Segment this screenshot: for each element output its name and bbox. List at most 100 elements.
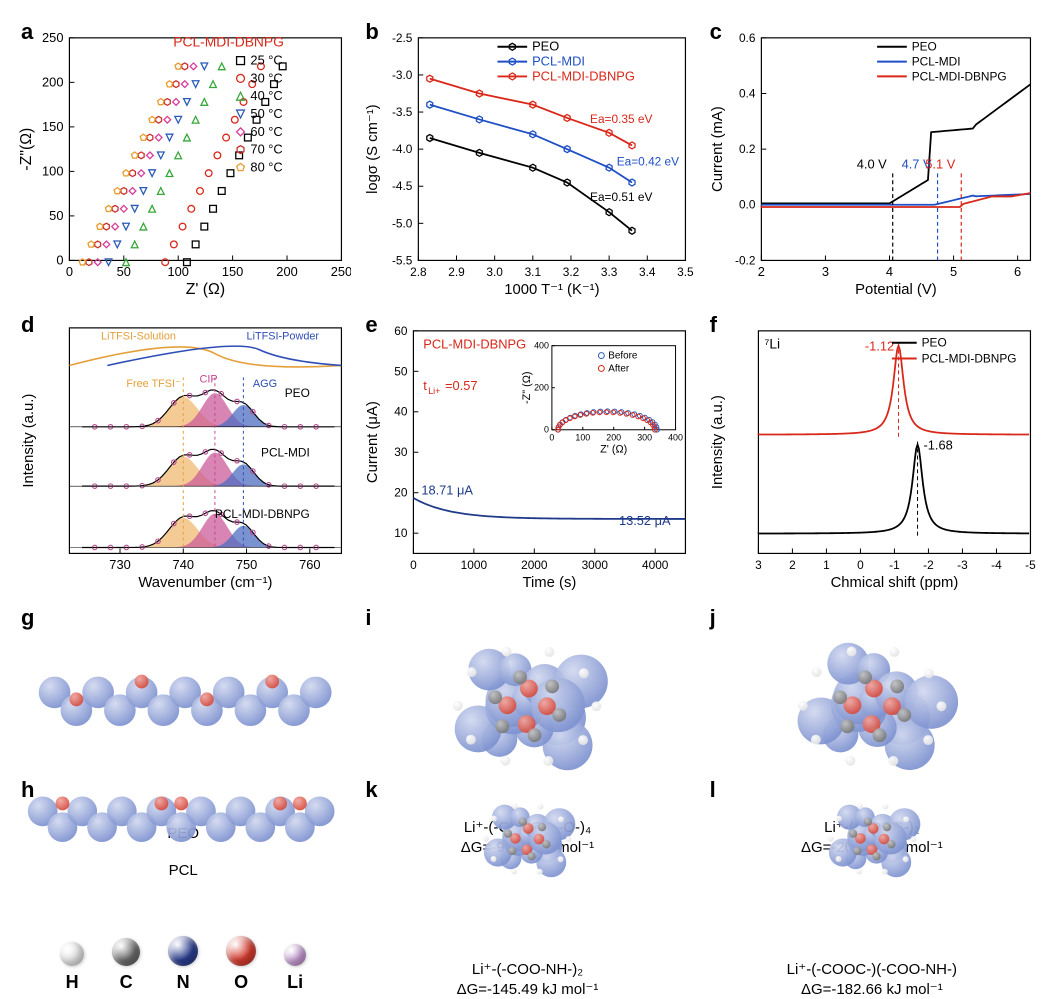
chart-f: 3210-1-2-3-4-5Chmical shift (ppm)Intensi…: [704, 308, 1040, 593]
chart-e: 01000200030004000102030405060Time (s)Cur…: [359, 308, 695, 593]
svg-text:PCL-MDI-DBNPG: PCL-MDI-DBNPG: [532, 68, 635, 83]
panel-e: e 01000200030004000102030405060Time (s)C…: [359, 308, 695, 593]
svg-text:2000: 2000: [521, 558, 548, 572]
svg-text:-0.2: -0.2: [735, 253, 755, 267]
svg-text:50: 50: [395, 364, 409, 378]
panel-label-k: k: [365, 777, 377, 803]
svg-text:3.1: 3.1: [525, 265, 542, 279]
svg-text:13.52 μA: 13.52 μA: [619, 513, 671, 528]
svg-text:6: 6: [1014, 264, 1021, 279]
svg-text:2.9: 2.9: [449, 265, 466, 279]
svg-text:0: 0: [544, 425, 549, 435]
svg-text:3.0: 3.0: [487, 265, 504, 279]
svg-text:-1: -1: [889, 558, 900, 572]
svg-text:t: t: [424, 378, 428, 393]
svg-text:Z' (Ω): Z' (Ω): [600, 444, 627, 456]
svg-text:50 °C: 50 °C: [250, 106, 282, 121]
svg-text:PCL-MDI-DBNPG: PCL-MDI-DBNPG: [911, 69, 1006, 83]
svg-text:Z' (Ω): Z' (Ω): [186, 281, 225, 298]
chart-a: 050100150200250050100150200250Z' (Ω)-Z"(…: [15, 15, 351, 300]
svg-text:-1.12: -1.12: [865, 339, 894, 354]
svg-text:PEO: PEO: [911, 40, 936, 54]
svg-text:⁷Li: ⁷Li: [764, 336, 780, 352]
molecule-k: [359, 777, 695, 907]
svg-text:2: 2: [789, 558, 796, 572]
svg-text:=0.57: =0.57: [445, 378, 478, 393]
svg-text:0: 0: [410, 558, 417, 572]
caption-l: Li⁺-(-COOC-)(-COO-NH-) ΔG=-182.66 kJ mol…: [704, 960, 1040, 999]
svg-text:-3.5: -3.5: [392, 105, 413, 119]
svg-text:Ea=0.42 eV: Ea=0.42 eV: [617, 154, 679, 168]
svg-text:200: 200: [607, 433, 622, 443]
svg-text:AGG: AGG: [253, 378, 277, 390]
svg-text:25 °C: 25 °C: [250, 53, 282, 68]
svg-text:3.4: 3.4: [639, 265, 656, 279]
panel-a: a 050100150200250050100150200250Z' (Ω)-Z…: [15, 15, 351, 300]
svg-text:4.0 V: 4.0 V: [856, 157, 886, 172]
svg-text:740: 740: [173, 557, 194, 572]
svg-text:3000: 3000: [582, 558, 609, 572]
atom-legend: HCNOLi: [15, 936, 351, 993]
svg-text:logσ (S cm⁻¹): logσ (S cm⁻¹): [365, 104, 381, 194]
svg-text:Time (s): Time (s): [523, 575, 577, 591]
caption-h: PCL: [15, 861, 351, 881]
svg-text:Ea=0.35 eV: Ea=0.35 eV: [590, 112, 652, 126]
svg-text:Wavenumber (cm⁻¹): Wavenumber (cm⁻¹): [138, 575, 272, 591]
svg-text:-2: -2: [923, 558, 934, 572]
panel-c: c 23456-0.20.00.20.40.6Potential (V)Curr…: [704, 15, 1040, 300]
svg-text:Ea=0.51 eV: Ea=0.51 eV: [590, 190, 652, 204]
svg-text:PCL-MDI-DBNPG: PCL-MDI-DBNPG: [215, 507, 310, 521]
svg-text:3.2: 3.2: [563, 265, 580, 279]
svg-text:PCL-MDI-DBNPG: PCL-MDI-DBNPG: [921, 352, 1016, 366]
svg-text:3.3: 3.3: [601, 265, 618, 279]
svg-text:5.1 V: 5.1 V: [925, 157, 955, 172]
svg-text:-Z" (Ω): -Z" (Ω): [521, 371, 533, 404]
svg-text:1000: 1000: [461, 558, 488, 572]
svg-text:-3: -3: [957, 558, 968, 572]
svg-text:PCL-MDI: PCL-MDI: [261, 445, 310, 459]
svg-text:PEO: PEO: [532, 39, 559, 54]
svg-text:1000 T⁻¹ (K⁻¹): 1000 T⁻¹ (K⁻¹): [505, 282, 600, 298]
svg-text:0.0: 0.0: [739, 198, 756, 212]
panel-label-d: d: [21, 312, 34, 338]
svg-text:0: 0: [56, 252, 63, 267]
molecule-h: [15, 779, 351, 909]
svg-text:50: 50: [49, 208, 63, 223]
svg-text:Intensity (a.u.): Intensity (a.u.): [21, 394, 37, 488]
atom-O: O: [226, 936, 256, 993]
atom-H: H: [60, 942, 84, 993]
panel-k: k Li⁺-(-COO-NH-)₂ ΔG=-145.49 kJ mol⁻¹: [359, 869, 695, 999]
svg-text:-5.5: -5.5: [392, 253, 413, 267]
svg-text:0: 0: [66, 264, 73, 279]
panel-label-c: c: [710, 19, 722, 45]
chart-c: 23456-0.20.00.20.40.6Potential (V)Curren…: [704, 15, 1040, 300]
svg-text:LiTFSI-Solution: LiTFSI-Solution: [101, 331, 176, 343]
svg-text:2: 2: [757, 264, 764, 279]
svg-text:200: 200: [276, 264, 297, 279]
svg-text:PEO: PEO: [921, 336, 946, 350]
dg-k: ΔG=-145.49 kJ mol⁻¹: [457, 981, 599, 998]
svg-text:760: 760: [299, 557, 320, 572]
svg-text:Li+: Li+: [429, 386, 441, 396]
atom-Li: Li: [284, 944, 306, 993]
svg-text:0: 0: [550, 433, 555, 443]
chart-d: 730740750760Wavenumber (cm⁻¹)Intensity (…: [15, 308, 351, 593]
svg-text:730: 730: [109, 557, 130, 572]
svg-text:5: 5: [950, 264, 957, 279]
svg-text:PCL-MDI: PCL-MDI: [911, 55, 960, 69]
panel-l: l Li⁺-(-COOC-)(-COO-NH-) ΔG=-182.66 kJ m…: [704, 869, 1040, 999]
svg-text:PEO: PEO: [285, 386, 310, 400]
panel-d: d 730740750760Wavenumber (cm⁻¹)Intensity…: [15, 308, 351, 593]
svg-text:0.2: 0.2: [739, 142, 756, 156]
caption-k: Li⁺-(-COO-NH-)₂ ΔG=-145.49 kJ mol⁻¹: [359, 960, 695, 999]
svg-text:400: 400: [668, 433, 683, 443]
dg-l: ΔG=-182.66 kJ mol⁻¹: [801, 981, 943, 998]
svg-text:40 °C: 40 °C: [250, 88, 282, 103]
svg-text:60: 60: [395, 324, 409, 338]
svg-text:3: 3: [755, 558, 762, 572]
svg-text:0.4: 0.4: [739, 86, 756, 100]
svg-text:70 °C: 70 °C: [250, 142, 282, 157]
svg-text:PCL-MDI: PCL-MDI: [532, 54, 585, 69]
svg-text:30: 30: [395, 445, 409, 459]
svg-text:150: 150: [42, 119, 63, 134]
